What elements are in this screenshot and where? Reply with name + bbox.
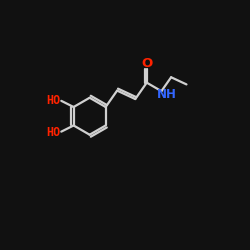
Text: NH: NH bbox=[157, 88, 177, 102]
Text: HO: HO bbox=[46, 94, 61, 106]
Text: HO: HO bbox=[46, 126, 61, 139]
Text: O: O bbox=[141, 57, 152, 70]
